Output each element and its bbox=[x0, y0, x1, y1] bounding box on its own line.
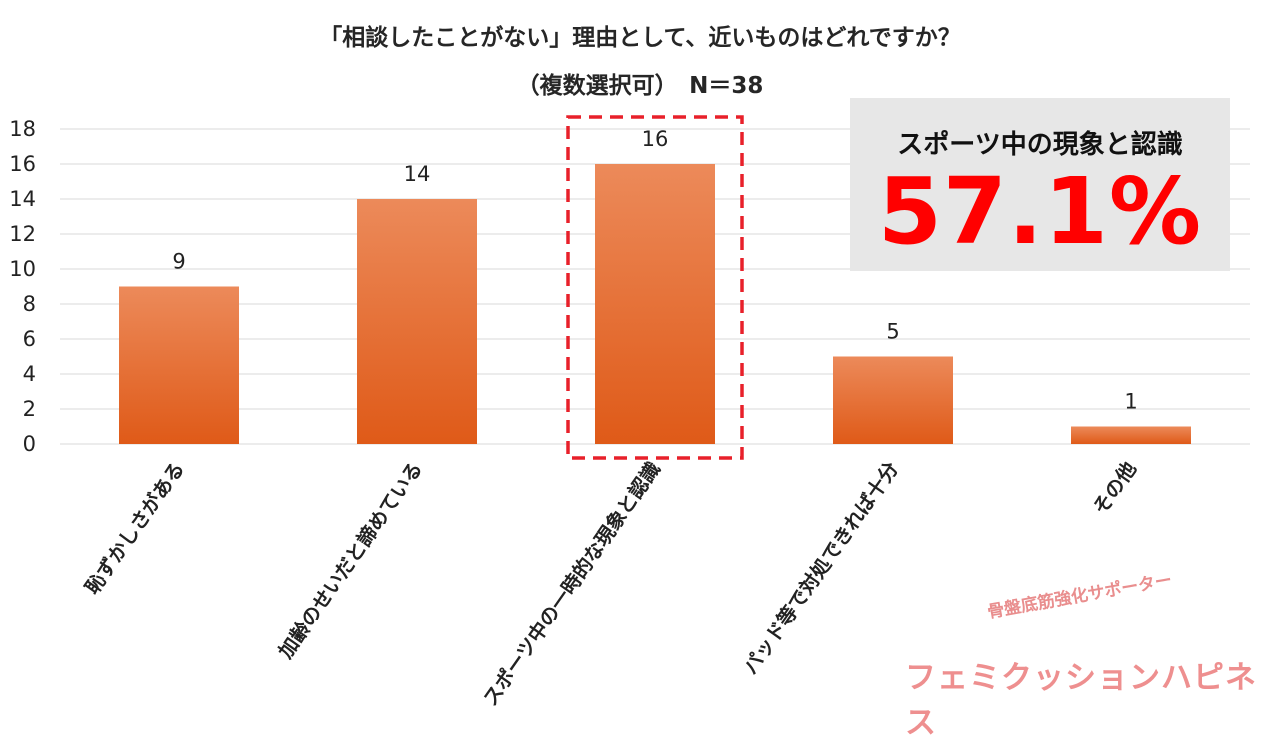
data-label: 16 bbox=[642, 127, 669, 151]
callout-percentage: 57.1% bbox=[877, 158, 1203, 265]
y-tick-label: 0 bbox=[23, 432, 36, 456]
chart-title: 「相談したことがない」理由として、近いものはどれですか？ bbox=[319, 25, 961, 51]
highlight-box bbox=[566, 115, 744, 460]
y-tick-label: 2 bbox=[23, 397, 36, 421]
bars bbox=[119, 164, 1191, 444]
x-tick-label: 加齢のせいだと諦めている bbox=[273, 458, 427, 664]
bar-chart: 0 2 4 6 8 10 12 14 16 18 9 14 16 5 1 恥ずかしさがある 加齢のせいだと諦… bbox=[9, 115, 1250, 710]
y-tick-label: 14 bbox=[9, 187, 36, 211]
brand-logo-text: フェミクッションハピネス bbox=[905, 660, 1257, 741]
y-tick-label: 12 bbox=[9, 222, 36, 246]
data-label: 14 bbox=[404, 162, 431, 186]
x-tick-label: その他 bbox=[1089, 457, 1142, 519]
data-label: 5 bbox=[886, 320, 899, 344]
y-axis-ticks: 0 2 4 6 8 10 12 14 16 18 bbox=[9, 117, 36, 456]
y-tick-label: 4 bbox=[23, 362, 36, 386]
bar bbox=[357, 199, 477, 444]
chart-subtitle: （複数選択可） N＝38 bbox=[516, 73, 764, 99]
x-tick-label: 恥ずかしさがある bbox=[81, 458, 189, 599]
y-tick-label: 8 bbox=[23, 292, 36, 316]
callout-box: スポーツ中の現象と認識 57.1% bbox=[850, 98, 1230, 271]
data-label: 1 bbox=[1124, 390, 1137, 414]
bar bbox=[595, 164, 715, 444]
bar bbox=[119, 286, 239, 444]
callout-label: スポーツ中の現象と認識 bbox=[897, 130, 1183, 160]
data-labels: 9 14 16 5 1 bbox=[172, 127, 1137, 414]
x-tick-label: パッド等で対処できれば十分 bbox=[739, 457, 904, 678]
y-tick-label: 18 bbox=[9, 117, 36, 141]
y-tick-label: 16 bbox=[9, 152, 36, 176]
data-label: 9 bbox=[172, 250, 185, 274]
bar bbox=[833, 356, 953, 444]
bar bbox=[1071, 426, 1191, 444]
y-tick-label: 6 bbox=[23, 327, 36, 351]
y-tick-label: 10 bbox=[9, 257, 36, 281]
x-tick-label: スポーツ中の一時的な現象と認識 bbox=[479, 457, 666, 710]
